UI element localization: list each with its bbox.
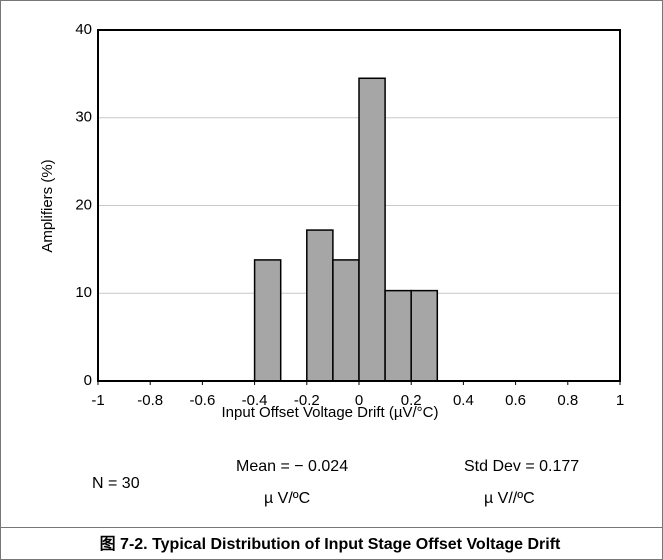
- caption: 图 7-2. Typical Distribution of Input Sta…: [100, 535, 561, 553]
- x-tick-label: -0.8: [137, 392, 163, 409]
- y-tick-label: 10: [75, 284, 92, 301]
- bar: [410, 289, 439, 382]
- y-tick-label: 40: [75, 21, 92, 38]
- bar: [358, 77, 386, 382]
- plot-frame: [97, 29, 621, 382]
- x-tick-label: -0.6: [189, 392, 215, 409]
- x-tick-label: 0.6: [505, 392, 526, 409]
- annotation: Mean = − 0.024: [236, 458, 348, 475]
- x-tick-label: 0: [355, 392, 363, 409]
- annotation: µ V/ºC: [264, 490, 310, 507]
- annotation: µ V//ºC: [484, 490, 535, 507]
- y-tick-label: 0: [84, 372, 92, 389]
- x-tick-label: 0.4: [453, 392, 474, 409]
- y-tick-label: 30: [75, 109, 92, 126]
- y-tick-label: 20: [75, 196, 92, 213]
- bar: [253, 259, 282, 382]
- x-tick-label: -0.4: [242, 392, 268, 409]
- annotation: N = 30: [92, 475, 140, 492]
- bar: [332, 259, 360, 382]
- x-tick-label: -1: [91, 392, 104, 409]
- y-axis-label: Amplifiers (%): [39, 159, 56, 252]
- x-tick-label: 0.8: [557, 392, 578, 409]
- bar: [384, 289, 412, 382]
- x-axis-label: Input Offset Voltage Drift (µV/°C): [222, 404, 439, 421]
- bar: [306, 229, 334, 382]
- x-tick-label: 0.2: [401, 392, 422, 409]
- x-tick-label: -0.2: [294, 392, 320, 409]
- x-tick-label: 1: [616, 392, 624, 409]
- annotation: Std Dev = 0.177: [464, 458, 579, 475]
